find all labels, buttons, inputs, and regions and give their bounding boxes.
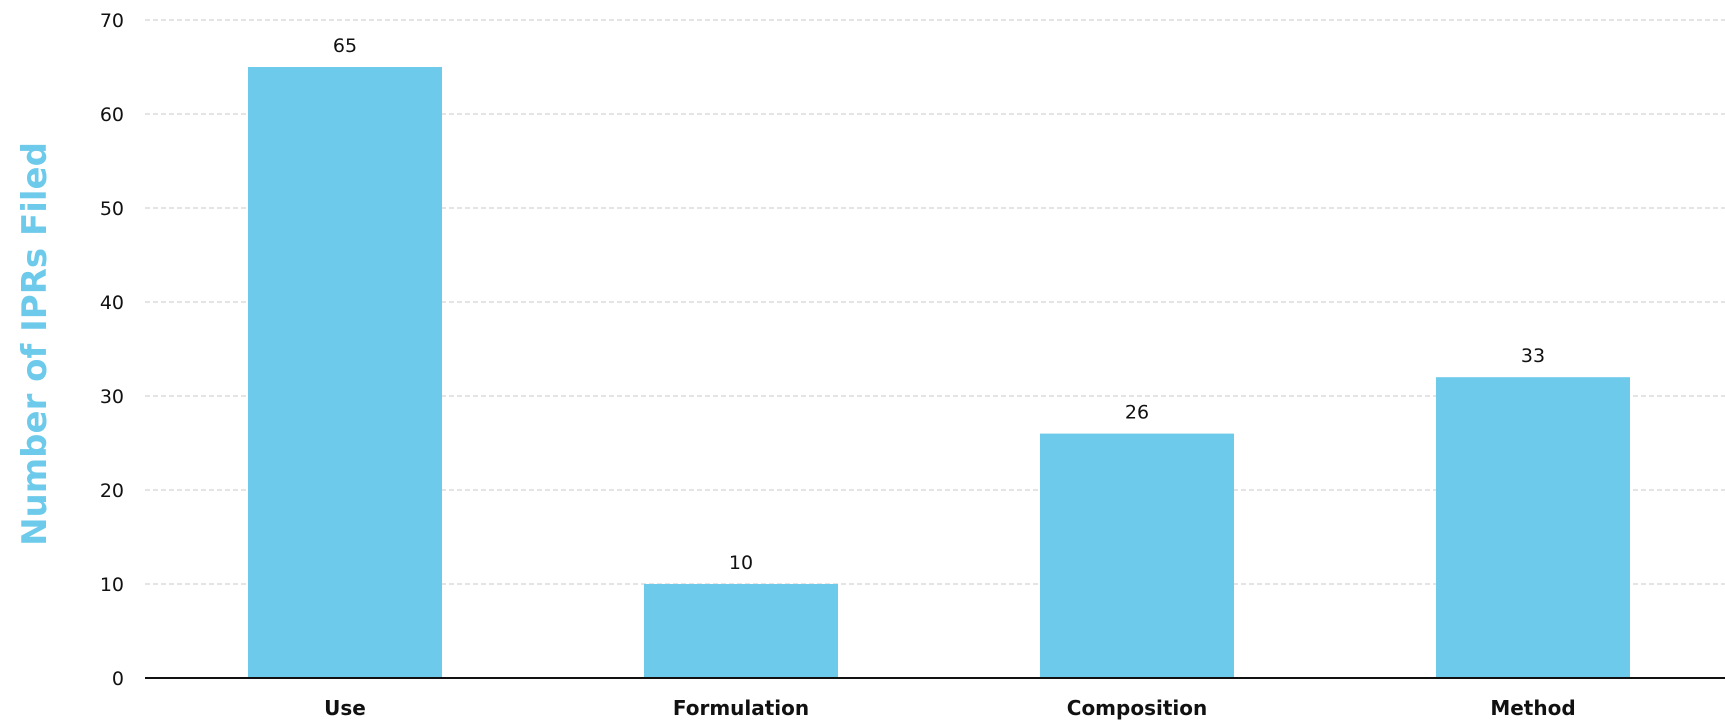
x-tick-label: Formulation (673, 696, 809, 720)
y-tick-label: 10 (100, 574, 124, 596)
y-tick-label: 60 (100, 104, 124, 126)
y-axis-title: Number of IPRs Filed (15, 142, 55, 546)
data-label: 26 (1125, 402, 1149, 424)
y-tick-label: 0 (112, 668, 124, 690)
y-tick-label: 20 (100, 480, 124, 502)
data-label: 65 (333, 35, 357, 57)
y-tick-label: 50 (100, 198, 124, 220)
y-tick-label: 30 (100, 386, 124, 408)
data-label: 33 (1521, 345, 1545, 367)
x-tick-label: Use (324, 696, 366, 720)
x-tick-label: Composition (1067, 696, 1207, 720)
y-tick-label: 40 (100, 292, 124, 314)
x-tick-label: Method (1490, 696, 1575, 720)
bar-use (248, 67, 442, 678)
y-tick-label: 70 (100, 10, 124, 32)
bar-composition (1040, 433, 1234, 678)
bar-formulation (644, 584, 838, 678)
data-label: 10 (729, 552, 753, 574)
bar-layer (248, 67, 1630, 678)
label-layer: 0 10 20 30 40 50 60 70 65 Use 10 Formulation 26 Compo… (100, 10, 1576, 720)
bar-method (1436, 377, 1630, 678)
